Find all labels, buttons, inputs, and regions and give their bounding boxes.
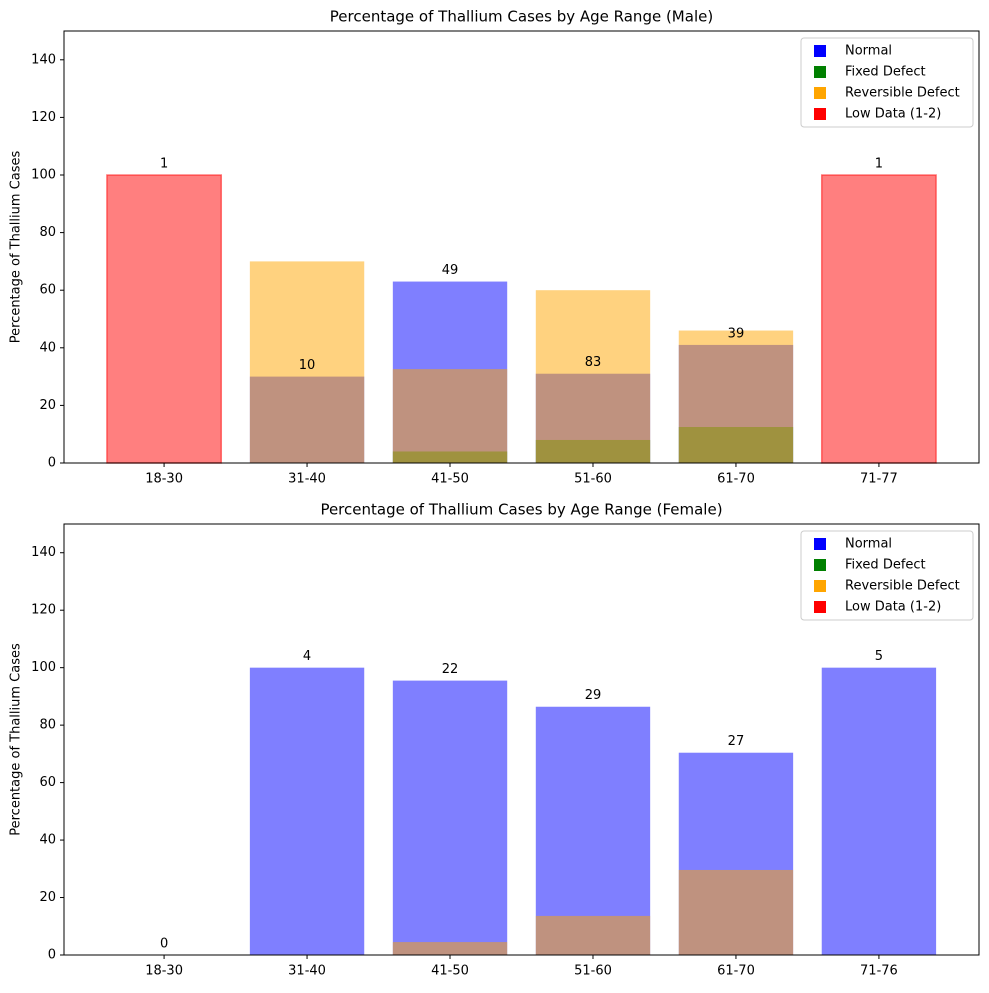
count-label: 27	[728, 734, 745, 749]
count-label: 29	[585, 688, 602, 703]
x-tick-label: 41-50	[431, 472, 469, 487]
y-tick-label: 80	[39, 718, 56, 733]
legend-label: Low Data (1-2)	[845, 600, 941, 615]
bar	[535, 915, 651, 955]
y-tick-label: 60	[39, 283, 56, 298]
bar	[392, 942, 508, 955]
y-tick-label: 20	[39, 398, 56, 413]
x-tick-label: 61-70	[717, 964, 755, 979]
count-label: 1	[875, 157, 883, 172]
legend-box	[800, 530, 974, 621]
legend-label: Low Data (1-2)	[845, 107, 941, 122]
y-tick-label: 80	[39, 225, 56, 240]
legend-label: Reversible Defect	[845, 86, 960, 101]
bar	[392, 680, 508, 955]
count-label: 39	[728, 326, 745, 341]
legend-swatch	[814, 66, 826, 78]
y-tick-label: 120	[31, 603, 56, 618]
y-axis-label: Percentage of Thallium Cases	[9, 151, 24, 344]
y-tick-label: 140	[31, 52, 56, 67]
bar	[392, 369, 508, 463]
legend-box	[800, 37, 974, 128]
count-label: 5	[875, 649, 883, 664]
bar	[249, 261, 365, 463]
chart-title: Percentage of Thallium Cases by Age Rang…	[330, 8, 713, 26]
legend: Normal Fixed Defect Reversible Defect Low D…	[800, 530, 974, 621]
y-tick-label: 120	[31, 110, 56, 125]
x-tick-label: 71-76	[860, 964, 898, 979]
bar	[678, 869, 794, 955]
count-label: 1	[160, 157, 168, 172]
legend-label: Reversible Defect	[845, 579, 960, 594]
count-label: 83	[585, 355, 602, 370]
legend-swatch	[814, 87, 826, 99]
x-tick-label: 61-70	[717, 472, 755, 487]
legend-swatch	[814, 601, 826, 613]
legend-swatch	[814, 559, 826, 571]
x-tick-label: 31-40	[288, 472, 326, 487]
bar	[535, 290, 651, 463]
count-label: 4	[303, 649, 311, 664]
legend-label: Fixed Defect	[845, 65, 926, 80]
x-tick-label: 51-60	[574, 472, 612, 487]
legend-swatch	[814, 538, 826, 550]
y-tick-label: 0	[48, 456, 56, 471]
y-tick-label: 140	[31, 545, 56, 560]
bar	[820, 174, 937, 464]
chart-title: Percentage of Thallium Cases by Age Rang…	[320, 501, 722, 519]
x-tick-label: 18-30	[145, 964, 183, 979]
y-tick-label: 100	[31, 660, 56, 675]
count-label: 0	[160, 937, 168, 952]
y-tick-label: 40	[39, 340, 56, 355]
y-tick-label: 40	[39, 833, 56, 848]
y-tick-label: 0	[48, 948, 56, 963]
x-tick-label: 18-30	[145, 472, 183, 487]
legend-swatch	[814, 45, 826, 57]
y-tick-label: 20	[39, 890, 56, 905]
x-tick-label: 31-40	[288, 964, 326, 979]
bar	[535, 706, 651, 955]
legend-swatch	[814, 108, 826, 120]
legend: Normal Fixed Defect Reversible Defect Low D…	[800, 37, 974, 128]
bar	[821, 667, 937, 955]
axes-frame	[63, 523, 980, 956]
y-tick-label: 60	[39, 775, 56, 790]
count-label: 22	[442, 662, 459, 677]
legend-label: Fixed Defect	[845, 558, 926, 573]
axes-frame	[63, 30, 980, 464]
x-tick-label: 71-77	[860, 472, 898, 487]
bar	[678, 330, 794, 463]
bar	[106, 174, 223, 464]
count-label: 10	[299, 358, 316, 373]
bar	[249, 667, 365, 955]
legend-label: Normal	[845, 537, 892, 552]
x-tick-label: 41-50	[431, 964, 469, 979]
count-label: 49	[442, 263, 459, 278]
legend-label: Normal	[845, 44, 892, 59]
y-axis-label: Percentage of Thallium Cases	[9, 643, 24, 836]
legend-swatch	[814, 580, 826, 592]
y-tick-label: 100	[31, 168, 56, 183]
x-tick-label: 51-60	[574, 964, 612, 979]
